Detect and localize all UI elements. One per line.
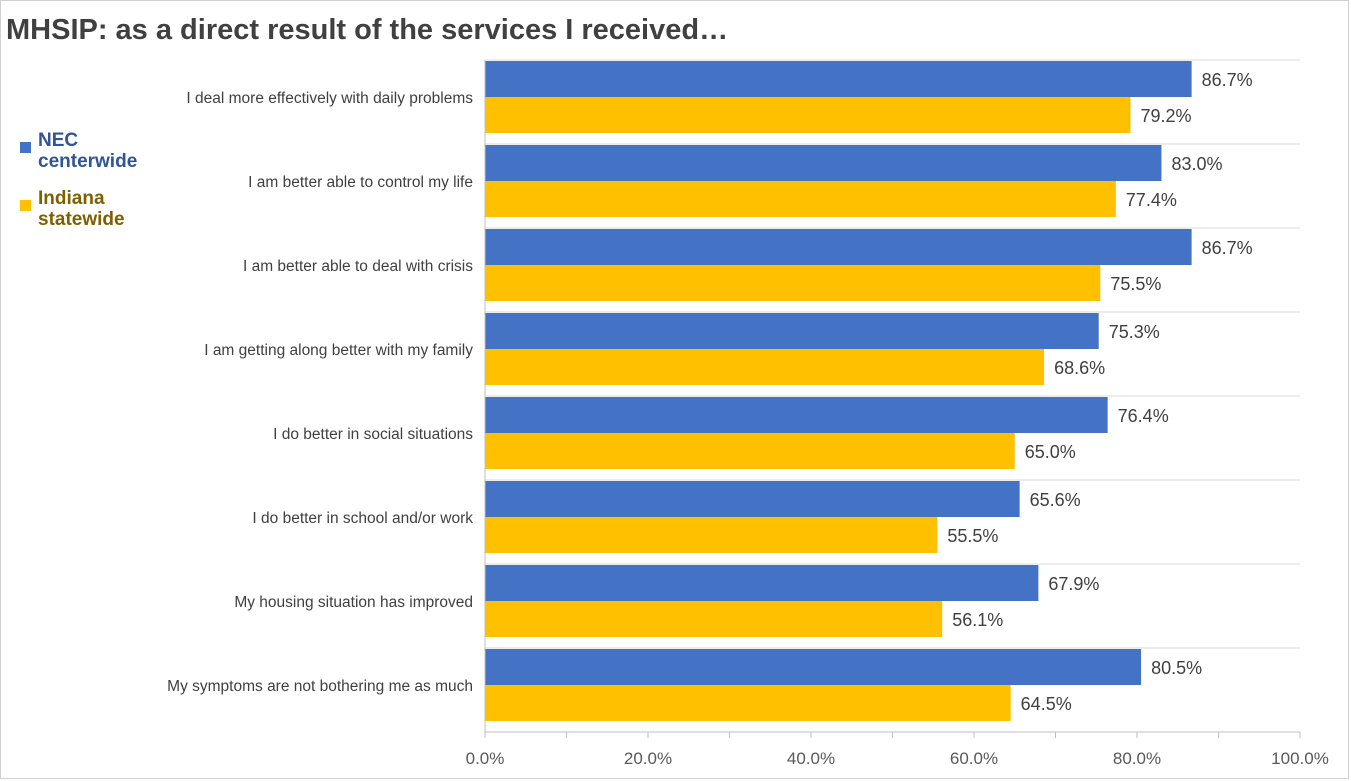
bar-nec: [485, 61, 1192, 97]
category-label: My symptoms are not bothering me as much: [167, 678, 473, 695]
bar-indiana: [485, 97, 1131, 133]
category-label: My housing situation has improved: [234, 594, 473, 611]
bar-nec: [485, 145, 1162, 181]
bar-indiana: [485, 181, 1116, 217]
x-tick-label: 0.0%: [466, 749, 505, 768]
bar-indiana: [485, 265, 1101, 301]
data-label-indiana: 77.4%: [1126, 190, 1177, 210]
data-label-indiana: 68.6%: [1054, 358, 1105, 378]
bar-indiana: [485, 517, 938, 553]
legend-swatch-indiana: [20, 200, 31, 211]
bar-indiana: [485, 349, 1045, 385]
x-tick-label: 60.0%: [950, 749, 998, 768]
data-label-nec: 86.7%: [1202, 238, 1253, 258]
data-label-indiana: 55.5%: [947, 526, 998, 546]
legend-swatch-nec: [20, 142, 31, 153]
category-label: I am better able to deal with crisis: [243, 258, 473, 275]
data-label-indiana: 56.1%: [952, 610, 1003, 630]
category-label: I deal more effectively with daily probl…: [186, 90, 473, 107]
bar-nec: [485, 565, 1039, 601]
data-label-nec: 76.4%: [1118, 406, 1169, 426]
data-label-nec: 80.5%: [1151, 658, 1202, 678]
data-label-indiana: 65.0%: [1025, 442, 1076, 462]
category-label: I am getting along better with my family: [204, 342, 473, 359]
bar-nec: [485, 313, 1099, 349]
data-label-nec: 65.6%: [1030, 490, 1081, 510]
data-label-nec: 83.0%: [1171, 154, 1222, 174]
x-tick-label: 100.0%: [1271, 749, 1329, 768]
bar-nec: [485, 481, 1020, 517]
data-label-indiana: 79.2%: [1140, 106, 1191, 126]
legend-label-indiana: Indiana statewide: [38, 188, 125, 230]
bar-nec: [485, 397, 1108, 433]
x-tick-label: 40.0%: [787, 749, 835, 768]
category-label: I do better in school and/or work: [252, 510, 473, 527]
data-label-nec: 67.9%: [1048, 574, 1099, 594]
legend-label-nec: NEC centerwide: [38, 130, 138, 172]
bar-nec: [485, 649, 1142, 685]
chart-title: MHSIP: as a direct result of the service…: [6, 14, 729, 46]
bar-indiana: [485, 433, 1015, 469]
category-label: I am better able to control my life: [248, 174, 473, 191]
data-label-indiana: 75.5%: [1110, 274, 1161, 294]
x-tick-label: 20.0%: [624, 749, 672, 768]
bar-nec: [485, 229, 1192, 265]
bar-indiana: [485, 601, 943, 637]
data-label-indiana: 64.5%: [1021, 694, 1072, 714]
category-label: I do better in social situations: [273, 426, 473, 443]
bar-indiana: [485, 685, 1011, 721]
data-label-nec: 86.7%: [1202, 70, 1253, 90]
x-tick-label: 80.0%: [1113, 749, 1161, 768]
data-label-nec: 75.3%: [1109, 322, 1160, 342]
